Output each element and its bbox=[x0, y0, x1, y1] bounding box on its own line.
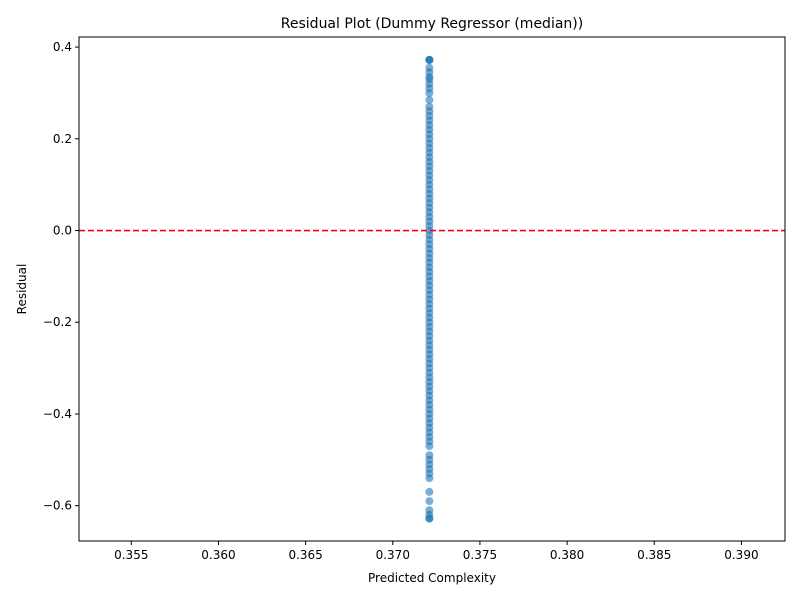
y-tick-label: 0.4 bbox=[53, 40, 72, 54]
x-tick-label: 0.355 bbox=[114, 548, 148, 562]
x-tick-label: 0.385 bbox=[637, 548, 671, 562]
data-point bbox=[425, 487, 434, 496]
y-tick-label: 0.2 bbox=[53, 132, 72, 146]
x-tick-label: 0.375 bbox=[463, 548, 497, 562]
data-point bbox=[425, 88, 434, 97]
x-tick-label: 0.390 bbox=[724, 548, 758, 562]
y-axis-label: Residual bbox=[15, 264, 29, 315]
x-tick-label: 0.360 bbox=[201, 548, 235, 562]
x-axis-ticks: 0.355 0.360 0.365 0.370 0.375 0.380 0.385 0.390 bbox=[114, 541, 759, 562]
y-tick-label: −0.6 bbox=[43, 499, 72, 513]
data-point bbox=[425, 497, 434, 506]
data-point bbox=[425, 474, 434, 483]
x-tick-label: 0.370 bbox=[376, 548, 410, 562]
y-axis-ticks: −0.6 −0.4 −0.2 0.0 0.2 0.4 bbox=[43, 40, 79, 513]
x-tick-label: 0.365 bbox=[288, 548, 322, 562]
data-points bbox=[425, 55, 434, 523]
data-point bbox=[425, 95, 434, 104]
data-point bbox=[425, 55, 434, 64]
data-point bbox=[425, 514, 434, 523]
x-axis-label: Predicted Complexity bbox=[368, 571, 496, 585]
y-tick-label: −0.2 bbox=[43, 315, 72, 329]
y-tick-label: 0.0 bbox=[53, 224, 72, 238]
x-tick-label: 0.380 bbox=[550, 548, 584, 562]
chart-title: Residual Plot (Dummy Regressor (median)) bbox=[281, 16, 583, 32]
data-point bbox=[425, 442, 434, 451]
plot-frame bbox=[78, 36, 786, 542]
y-tick-label: −0.4 bbox=[43, 407, 72, 421]
